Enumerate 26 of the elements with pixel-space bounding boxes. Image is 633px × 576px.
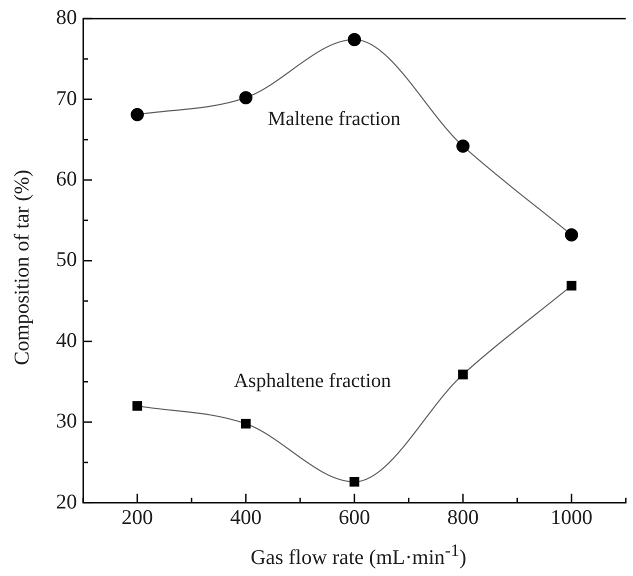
point [566,280,576,291]
point [239,91,252,104]
point [564,228,578,242]
point [132,401,142,411]
x-tick-label: 200 [122,504,154,529]
x-axis-title: Gas flow rate (mL·min$^{-1}$) [250,540,468,570]
point [348,32,361,46]
series-label: Maltene fraction [268,108,401,130]
point [241,418,251,429]
y-axis-title: Composition of tar (%) [10,168,34,368]
y-tick-label: 60 [56,166,77,191]
y-tick-label: 80 [56,5,77,30]
y-tick-label: 50 [56,247,77,272]
point [458,370,468,380]
x-tick-label: 400 [230,504,262,529]
series-label: Asphaltene fraction [234,370,392,392]
x-tick-label: 1000 [550,504,593,529]
point [456,140,470,153]
y-tick-label: 70 [56,86,77,110]
y-tick-label: 40 [56,328,77,352]
y-tick-label: 20 [56,489,77,514]
point [350,476,360,487]
point [130,108,144,122]
x-tick-label: 800 [447,504,479,529]
y-tick-label: 30 [56,408,77,433]
x-tick-label: 600 [338,504,370,529]
